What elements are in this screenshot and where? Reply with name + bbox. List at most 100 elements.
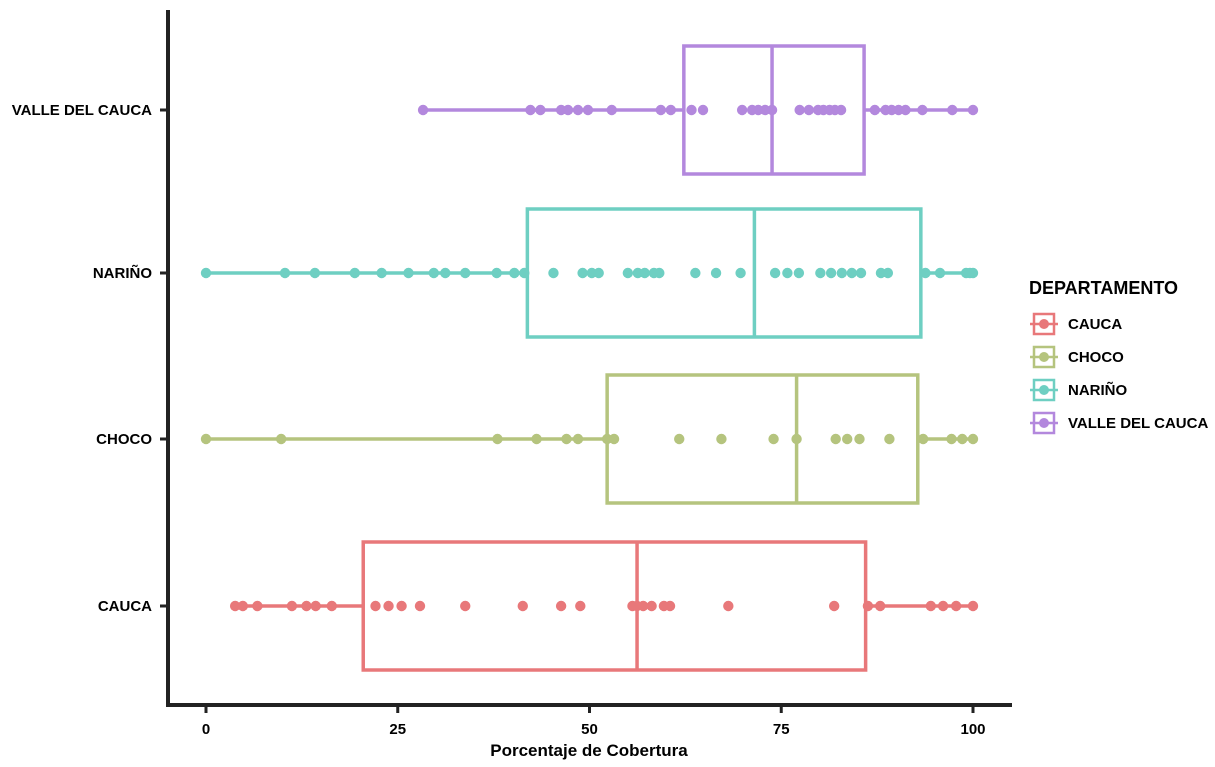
data-point [309, 267, 321, 279]
data-point [582, 104, 594, 116]
legend-title: DEPARTAMENTO [1029, 278, 1178, 298]
data-point [794, 104, 805, 116]
data-point [326, 600, 337, 612]
data-point [562, 104, 574, 116]
data-point [950, 600, 962, 612]
legend-item: VALLE DEL CAUCA [1030, 411, 1208, 435]
data-point [460, 267, 471, 279]
data-point [414, 600, 426, 612]
data-point [855, 267, 867, 279]
data-point [957, 433, 968, 445]
data-point [460, 600, 471, 612]
data-point [370, 600, 381, 612]
data-point [836, 267, 848, 279]
data-point [828, 600, 840, 612]
data-point [874, 600, 886, 612]
data-point [417, 104, 429, 116]
legend-item: CAUCA [1030, 312, 1122, 336]
x-tick-label: 100 [960, 721, 985, 738]
y-axis-ticks: CAUCA CHOCO NARIÑO VALLE DEL CAUCA [12, 102, 168, 615]
data-point [229, 600, 241, 612]
data-point [200, 433, 212, 445]
data-point [555, 600, 567, 612]
data-point [575, 600, 586, 612]
data-point [349, 267, 360, 279]
data-point [637, 600, 649, 612]
data-point [622, 267, 634, 279]
y-tick-label: VALLE DEL CAUCA [12, 102, 152, 119]
legend-label: NARIÑO [1068, 381, 1127, 399]
y-tick-label: CAUCA [98, 598, 152, 615]
x-tick-label: 75 [773, 721, 790, 738]
data-point [237, 600, 249, 612]
data-point [967, 267, 979, 279]
data-point [697, 104, 709, 116]
data-point [593, 267, 604, 279]
data-point [937, 600, 949, 612]
x-axis-ticks: 0 25 50 75 100 [202, 705, 986, 738]
data-point [846, 267, 858, 279]
data-point [920, 267, 931, 279]
series-valle-del-cauca [417, 44, 979, 176]
data-point [934, 267, 946, 279]
data-point [572, 433, 584, 445]
data-point [531, 433, 542, 445]
data-point [869, 104, 881, 116]
data-point [917, 433, 929, 445]
data-point [310, 600, 321, 612]
data-point [509, 267, 520, 279]
data-point [882, 267, 894, 279]
data-point [815, 267, 826, 279]
data-point [655, 104, 667, 116]
data-point [947, 104, 958, 116]
data-point [735, 267, 746, 279]
data-point [606, 104, 617, 116]
y-tick-label: NARIÑO [93, 264, 152, 282]
data-point [967, 600, 979, 612]
legend-label: CHOCO [1068, 349, 1124, 366]
data-point [403, 267, 414, 279]
series-cauca [229, 540, 979, 672]
x-axis-title: Porcentaje de Cobertura [490, 741, 688, 760]
data-point [769, 267, 781, 279]
legend-item: NARIÑO [1030, 378, 1127, 402]
data-point [376, 267, 387, 279]
data-point [716, 433, 727, 445]
data-point [535, 104, 546, 116]
data-point [791, 433, 802, 445]
data-point [428, 267, 439, 279]
data-point [639, 267, 650, 279]
data-point [900, 104, 911, 116]
data-point [200, 267, 212, 279]
data-point [768, 433, 779, 445]
data-point [572, 104, 584, 116]
data-point [967, 104, 979, 116]
legend-item: CHOCO [1030, 345, 1124, 369]
data-point [842, 433, 853, 445]
data-point [723, 600, 734, 612]
legend-key-point [1039, 385, 1049, 395]
data-point [517, 600, 528, 612]
data-point [710, 267, 722, 279]
data-point [608, 433, 620, 445]
data-point [440, 267, 451, 279]
y-tick-label: CHOCO [96, 431, 152, 448]
data-point [967, 433, 979, 445]
data-point [917, 104, 928, 116]
data-point [674, 433, 685, 445]
data-point [646, 600, 657, 612]
legend-label: CAUCA [1068, 316, 1122, 333]
data-point [803, 104, 815, 116]
data-point [577, 267, 588, 279]
data-point [766, 104, 778, 116]
legend-label: VALLE DEL CAUCA [1068, 415, 1208, 432]
series-nari-o [200, 207, 979, 339]
data-point [782, 267, 793, 279]
data-point [279, 267, 291, 279]
iqr-box [682, 44, 866, 176]
legend-key-point [1039, 319, 1049, 329]
data-point [854, 433, 865, 445]
data-point [830, 433, 841, 445]
series-choco [200, 373, 979, 505]
data-point [884, 433, 895, 445]
